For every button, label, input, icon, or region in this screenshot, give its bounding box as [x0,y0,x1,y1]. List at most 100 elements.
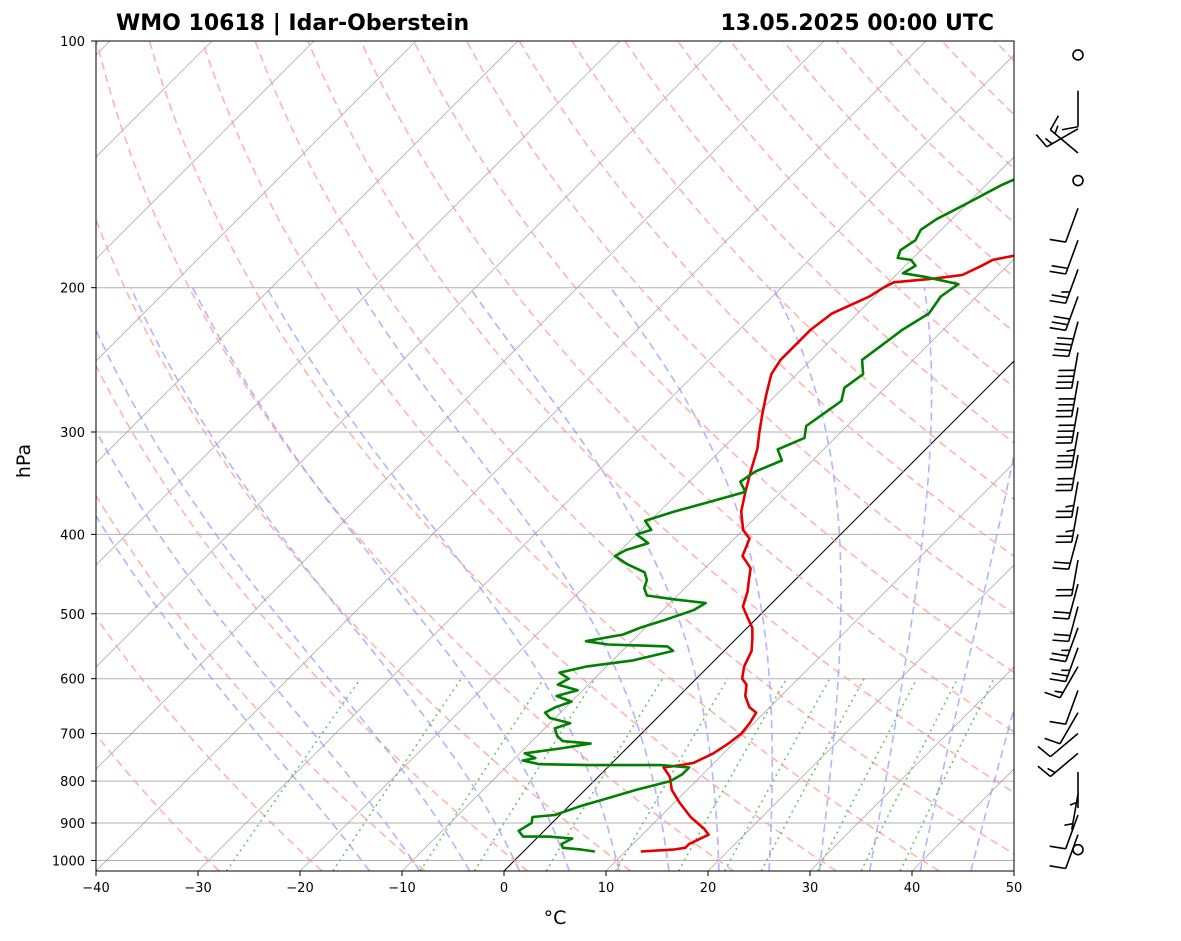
moist-adiabat-30 [772,287,842,871]
wind-barb-3 [1064,794,1079,830]
isotherm-20 [707,564,1014,871]
moist-adiabat-15 [356,287,670,871]
isotherm--10 [401,258,1014,871]
dry-adiabat-20 [96,41,734,871]
wind-barb-22 [1055,352,1079,390]
dry-adiabat-0 [96,363,529,871]
y-tick-label-700: 700 [60,728,85,743]
wind-barb-25 [1049,269,1079,305]
mixing-ratio-line-45 [899,678,995,871]
dry-adiabat-50 [254,41,1014,855]
x-tick-label-40: 40 [904,881,921,896]
x-tick-label--20: −20 [286,881,313,896]
wind-barb-31 [1061,90,1079,131]
mixing-ratio-line-16 [723,678,831,871]
wind-barb-17 [1055,481,1079,519]
wind-barb-21 [1055,380,1079,418]
wind-barb-30 [1035,128,1079,148]
series-dewpoint [517,178,1014,853]
dry-adiabat-40 [201,41,940,871]
mixing-ratio-line-12 [677,678,788,871]
wind-barb-14 [1055,559,1079,597]
wind-barbs [1035,49,1084,870]
isotherm--70 [96,41,621,566]
isotherm--50 [96,41,825,770]
x-tick-label-10: 10 [598,881,615,896]
isotherm--130 [0,41,8,871]
moist-adiabat-20 [469,287,720,871]
mixing-ratio-line-28 [817,678,918,871]
isotherm--40 [96,41,927,871]
isotherm--60 [96,41,723,668]
plot-frame [95,40,1015,872]
wind-barb-16 [1055,506,1079,544]
wind-barb-4 [1069,772,1079,809]
y-tick-label-200: 200 [60,282,85,297]
x-tick-label-30: 30 [802,881,819,896]
dry-adiabat-140 [729,41,1014,334]
dry-adiabat-190 [994,41,1014,62]
dry-adiabat-170 [888,41,1014,170]
x-tick-label-50: 50 [1006,881,1023,896]
y-tick-label-900: 900 [60,817,85,832]
wind-barb-27 [1049,207,1079,243]
plot-data-lines [517,178,1014,853]
wind-barb-12 [1052,606,1079,643]
moist-adiabat-40 [919,451,1014,871]
moist-adiabat-0 [129,287,521,871]
moist-adiabat-45 [970,706,1014,871]
moist-adiabat-5 [191,287,571,871]
x-tick-label--30: −30 [184,881,211,896]
x-tick-label-20: 20 [700,881,717,896]
isotherm-60 [1116,41,1181,871]
moist-adiabat-35 [868,287,933,871]
mixing-ratio-line-8 [615,678,729,871]
moist-adiabat--10 [96,429,421,871]
axis-ticks: −40 −30 −20 −10 0 10 20 30 40 50 1000 900 800 700 600 5… [52,35,1022,896]
isotherm--100 [96,41,315,260]
mixing-ratio-line-3 [473,678,596,871]
wind-barb-8 [1049,690,1079,725]
y-axis-label: hPa [13,444,35,478]
isotherm--90 [96,41,417,362]
wind-barb-19 [1055,431,1079,469]
x-tick-label--10: −10 [388,881,415,896]
isotherm--80 [96,41,519,464]
y-tick-label-600: 600 [60,673,85,688]
wind-barb-20 [1055,407,1079,444]
isotherm--30 [197,54,1014,871]
wind-barb-10 [1049,647,1079,683]
x-tick-label-0: 0 [500,881,508,896]
x-axis-label: °C [544,907,567,929]
wind-barb-5 [1037,752,1079,778]
dry-adiabat-120 [624,41,1014,444]
dry-adiabat-10 [96,217,631,871]
wind-barb-6 [1037,732,1079,758]
mixing-ratio-line-2 [419,678,545,871]
wind-barb-23 [1052,321,1079,358]
y-tick-label-100: 100 [60,35,85,50]
dry-adiabat-130 [677,41,1014,389]
plot-background-lines [0,41,1181,871]
dry-adiabat-160 [835,41,1014,224]
series-temperature [640,254,1014,853]
dry-adiabat-150 [782,41,1014,279]
wind-barb-29 [1049,115,1079,154]
moist-adiabat--15 [96,514,371,871]
dry-adiabat-70 [360,41,1014,733]
wind-barb-18 [1055,454,1079,492]
y-tick-label-1000: 1000 [52,854,85,869]
chart-title-time: 13.05.2025 00:00 UTC [720,11,994,36]
dry-adiabat--20 [96,616,323,871]
dry-adiabat-110 [571,41,1014,501]
wind-barb-9 [1044,666,1079,699]
isotherm-10 [605,462,1014,871]
wind-barb-32 [1072,49,1084,61]
moist-adiabat-25 [609,287,773,871]
wind-barb-26 [1049,239,1079,275]
x-tick-label--40: −40 [82,881,109,896]
moist-adiabat--5 [96,328,471,871]
dry-adiabat-90 [465,41,1014,615]
y-tick-label-500: 500 [60,608,85,623]
